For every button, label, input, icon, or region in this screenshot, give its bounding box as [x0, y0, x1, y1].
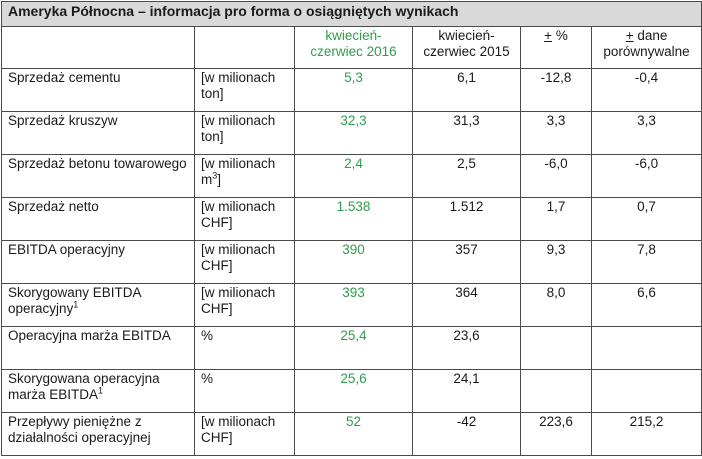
row-like-for-like: 3,3 — [590, 111, 702, 155]
table-row: Sprzedaż netto [w milionach CHF] 1.538 1.51… — [1, 197, 702, 241]
row-like-for-like — [590, 369, 702, 413]
row-label: Przepływy pieniężne z działalności opera… — [1, 412, 195, 456]
row-current-value: 52 — [294, 412, 413, 456]
row-prior-value: 1.512 — [412, 197, 521, 241]
header-empty-label — [1, 26, 195, 69]
table-row: Sprzedaż kruszyw [w milionach ton] 32,3 31,… — [1, 111, 702, 155]
row-unit: % — [194, 369, 295, 413]
row-current-value: 390 — [294, 240, 413, 284]
header-empty-unit — [194, 26, 295, 69]
row-current-value: 393 — [294, 283, 413, 327]
row-unit: % — [194, 326, 295, 370]
row-like-for-like: 0,7 — [590, 197, 702, 241]
row-like-for-like: -6,0 — [590, 154, 702, 198]
table-row: Sprzedaż betonu towarowego [w milionach m… — [1, 154, 702, 198]
row-label: Sprzedaż netto — [1, 197, 195, 241]
row-like-for-like — [590, 326, 702, 370]
row-current-value: 32,3 — [294, 111, 413, 155]
row-label: Sprzedaż kruszyw — [1, 111, 195, 155]
table-row: Operacyjna marża EBITDA% 25,4 23,6 — [1, 326, 702, 370]
row-change-percent: 3,3 — [520, 111, 592, 155]
row-label: EBITDA operacyjny — [1, 240, 195, 284]
row-change-percent: 1,7 — [520, 197, 592, 241]
title-row: Ameryka Północna – informacja pro forma … — [0, 1, 702, 27]
table-row: Skorygowana operacyjna marża EBITDA1% 25,… — [1, 369, 702, 413]
row-change-percent — [520, 326, 592, 370]
row-like-for-like: 6,6 — [590, 283, 702, 327]
row-current-value: 2,4 — [294, 154, 413, 198]
row-prior-value: 24,1 — [412, 369, 521, 413]
header-like-for-like: + dane porównywalne — [590, 26, 702, 69]
row-change-percent: 9,3 — [520, 240, 592, 284]
row-change-percent: -12,8 — [520, 68, 592, 112]
row-label: Sprzedaż betonu towarowego — [1, 154, 195, 198]
row-current-value: 25,4 — [294, 326, 413, 370]
header-change-percent: + % — [520, 26, 592, 69]
row-unit: [w milionach CHF] — [194, 240, 295, 284]
row-prior-value: -42 — [412, 412, 521, 456]
row-current-value: 5,3 — [294, 68, 413, 112]
row-change-percent: -6,0 — [520, 154, 592, 198]
row-unit: [w milionach ton] — [194, 111, 295, 155]
row-like-for-like: 215,2 — [590, 412, 702, 456]
table-body: Sprzedaż cementu [w milionach ton] 5,3 6,1-… — [1, 68, 702, 456]
row-current-value: 1.538 — [294, 197, 413, 241]
row-unit: [w milionach m3] — [194, 154, 295, 198]
header-current-period: kwiecień-czerwiec 2016 — [294, 26, 413, 69]
table-row: Przepływy pieniężne z działalności opera… — [1, 412, 702, 456]
table-title: Ameryka Północna – informacja pro forma … — [0, 1, 702, 27]
row-label: Sprzedaż cementu — [1, 68, 195, 112]
row-prior-value: 357 — [412, 240, 521, 284]
row-unit: [w milionach CHF] — [194, 283, 295, 327]
header-prior-period: kwiecień-czerwiec 2015 — [412, 26, 521, 69]
row-unit: [w milionach CHF] — [194, 412, 295, 456]
row-prior-value: 364 — [412, 283, 521, 327]
row-current-value: 25,6 — [294, 369, 413, 413]
row-change-percent: 223,6 — [520, 412, 592, 456]
table-row: Sprzedaż cementu [w milionach ton] 5,3 6,1-… — [1, 68, 702, 112]
row-like-for-like: 7,8 — [590, 240, 702, 284]
row-prior-value: 2,5 — [412, 154, 521, 198]
table-row: Skorygowany EBITDA operacyjny1 [w miliona… — [1, 283, 702, 327]
row-label: Skorygowany EBITDA operacyjny1 — [1, 283, 195, 327]
row-prior-value: 31,3 — [412, 111, 521, 155]
row-label: Skorygowana operacyjna marża EBITDA1 — [1, 369, 195, 413]
row-change-percent: 8,0 — [520, 283, 592, 327]
row-unit: [w milionach CHF] — [194, 197, 295, 241]
row-label: Operacyjna marża EBITDA — [1, 326, 195, 370]
row-like-for-like: -0,4 — [590, 68, 702, 112]
row-prior-value: 6,1 — [412, 68, 521, 112]
header-row: kwiecień-czerwiec 2016 kwiecień-czerwiec… — [1, 26, 702, 69]
table-row: EBITDA operacyjny [w milionach CHF] 390 357… — [1, 240, 702, 284]
row-change-percent — [520, 369, 592, 413]
row-unit: [w milionach ton] — [194, 68, 295, 112]
row-prior-value: 23,6 — [412, 326, 521, 370]
